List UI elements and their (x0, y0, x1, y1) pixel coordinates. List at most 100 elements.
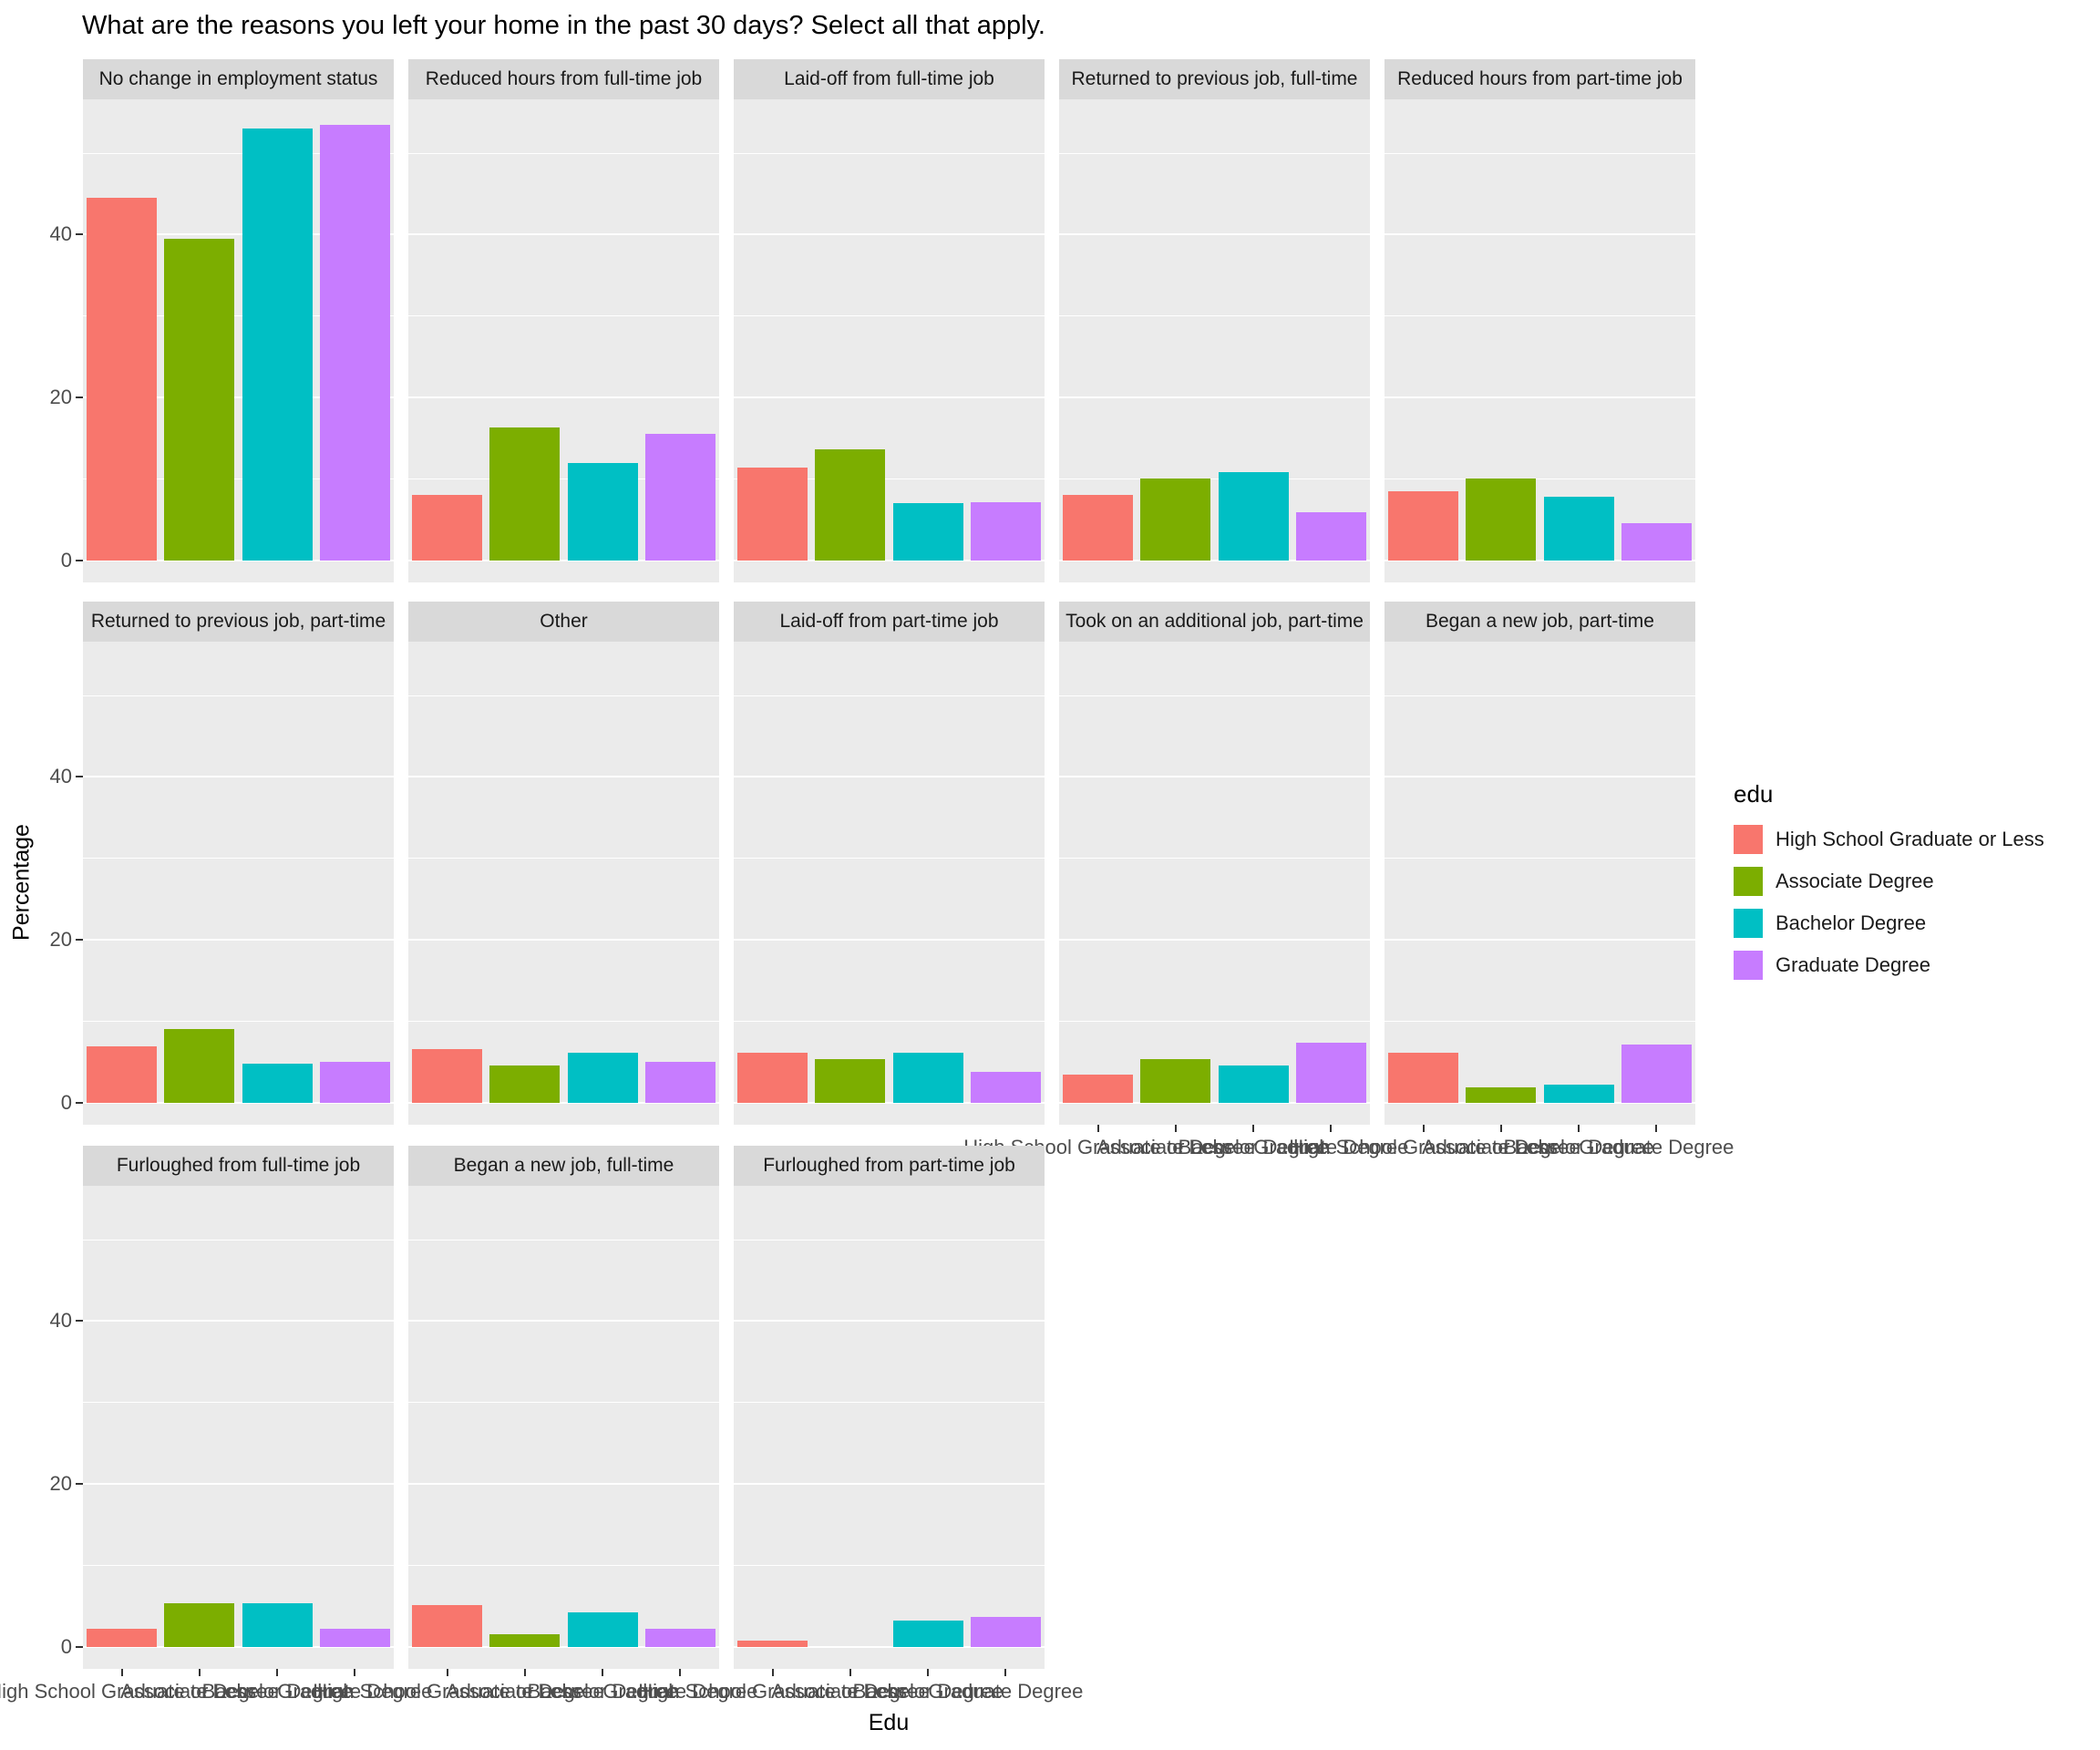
x-tick-label: Associate Degree (1096, 1136, 1255, 1158)
minor-gridline (408, 858, 719, 860)
plot-panel (83, 642, 394, 1125)
bar (412, 1049, 483, 1103)
facet-strip-label: Began a new job, full-time (408, 1146, 719, 1186)
x-tick-mark (679, 1669, 682, 1676)
x-tick-mark (771, 1669, 774, 1676)
facet-panel: Returned to previous job, part-time 0 20 40 (50, 602, 394, 1125)
bar (87, 198, 158, 561)
bar (1466, 478, 1537, 561)
major-gridline (1059, 233, 1370, 236)
bar (737, 1640, 808, 1647)
minor-gridline (83, 695, 394, 696)
minor-gridline (1385, 315, 1695, 317)
facet-strip-label: Returned to previous job, part-time (83, 602, 394, 642)
x-axis-title: Edu (868, 1710, 910, 1735)
bar (319, 124, 390, 561)
major-gridline (1385, 1102, 1695, 1104)
facet-panel: Reduced hours from full-time job (408, 59, 719, 582)
bar (489, 1633, 561, 1647)
bar (970, 1072, 1041, 1103)
facet-panel: Furloughed from part-time job High School… (638, 1146, 1083, 1703)
minor-gridline (734, 1565, 1045, 1567)
facet-strip-label: Furloughed from part-time job (734, 1146, 1045, 1186)
x-tick-mark (1330, 1125, 1333, 1132)
facet-panel: Reduced hours from part-time job (1385, 59, 1695, 582)
facet-panel: Furloughed from full-time job 0 20 40 High S… (0, 1146, 432, 1703)
plot-panel (408, 1186, 719, 1669)
x-tick-label: High School Graduate or Less (1289, 1136, 1558, 1158)
bar (164, 1028, 235, 1103)
bar (242, 129, 313, 561)
major-gridline (83, 560, 394, 561)
minor-gridline (83, 152, 394, 154)
minor-gridline (408, 152, 719, 154)
major-gridline (83, 1102, 394, 1104)
plot-panel (734, 99, 1045, 582)
x-tick-mark (1578, 1125, 1580, 1132)
y-tick-mark (76, 1320, 83, 1323)
bar (892, 1621, 963, 1647)
minor-gridline (83, 858, 394, 860)
bar (1218, 471, 1289, 561)
plot-panel (1385, 99, 1695, 582)
major-gridline (408, 233, 719, 236)
major-gridline (1385, 560, 1695, 561)
major-gridline (1385, 939, 1695, 942)
facet-strip-label: Took on an additional job, part-time (1059, 602, 1370, 642)
x-tick-mark (602, 1669, 604, 1676)
legend-swatch (1734, 867, 1763, 896)
legend-items: High School Graduate or Less Associate De… (1734, 825, 2044, 980)
minor-gridline (408, 1565, 719, 1567)
x-tick-label: High School Graduate or Less (638, 1680, 907, 1703)
x-tick-mark (1096, 1125, 1099, 1132)
x-tick-mark (446, 1669, 448, 1676)
facet-panel: Began a new job, part-time High School Gr… (1289, 602, 1734, 1158)
y-tick-mark (76, 939, 83, 942)
plot-panel (734, 1186, 1045, 1669)
x-tick-label: Associate Degree (1422, 1136, 1580, 1158)
minor-gridline (408, 1402, 719, 1404)
facet-strip-label: Returned to previous job, full-time (1059, 59, 1370, 99)
plot-panel (408, 99, 719, 582)
major-gridline (734, 560, 1045, 561)
plot-panel (1059, 642, 1370, 1125)
facet-strip-label: Laid-off from part-time job (734, 602, 1045, 642)
major-gridline (734, 396, 1045, 399)
y-axis-title: Percentage (8, 824, 35, 941)
major-gridline (734, 776, 1045, 778)
major-gridline (408, 396, 719, 399)
x-tick-mark (849, 1669, 851, 1676)
facet-panel: No change in employment status 0 20 40 (50, 59, 394, 582)
bar (567, 1052, 638, 1103)
major-gridline (408, 1320, 719, 1323)
facet-panel: Began a new job, full-time High School Gr… (313, 1146, 757, 1703)
minor-gridline (408, 1021, 719, 1023)
major-gridline (1385, 396, 1695, 399)
bar (644, 434, 715, 561)
x-tick-label: High School Graduate or Less (0, 1680, 256, 1703)
plot-panel (1059, 99, 1370, 582)
major-gridline (1059, 1102, 1370, 1104)
y-tick-mark (76, 1646, 83, 1648)
legend-label: Graduate Degree (1776, 953, 1930, 976)
x-tick-label: Associate Degree (446, 1680, 604, 1703)
x-tick-mark (276, 1669, 279, 1676)
major-gridline (408, 1483, 719, 1486)
x-tick-mark (1252, 1125, 1255, 1132)
bar (164, 238, 235, 561)
major-gridline (83, 1646, 394, 1648)
y-tick-label: 0 (60, 1635, 72, 1658)
bar (489, 1065, 561, 1103)
y-tick-label: 20 (49, 928, 72, 952)
bar (412, 495, 483, 561)
facet-panel: Took on an additional job, part-time High… (963, 602, 1408, 1158)
x-tick-mark (1422, 1125, 1425, 1132)
major-gridline (1059, 776, 1370, 778)
bar (412, 1605, 483, 1647)
bar (164, 1602, 235, 1647)
legend-swatch (1734, 951, 1763, 980)
bar (1621, 1044, 1692, 1103)
plot-panel (408, 642, 719, 1125)
bar (1063, 495, 1134, 561)
x-tick-mark (120, 1669, 123, 1676)
